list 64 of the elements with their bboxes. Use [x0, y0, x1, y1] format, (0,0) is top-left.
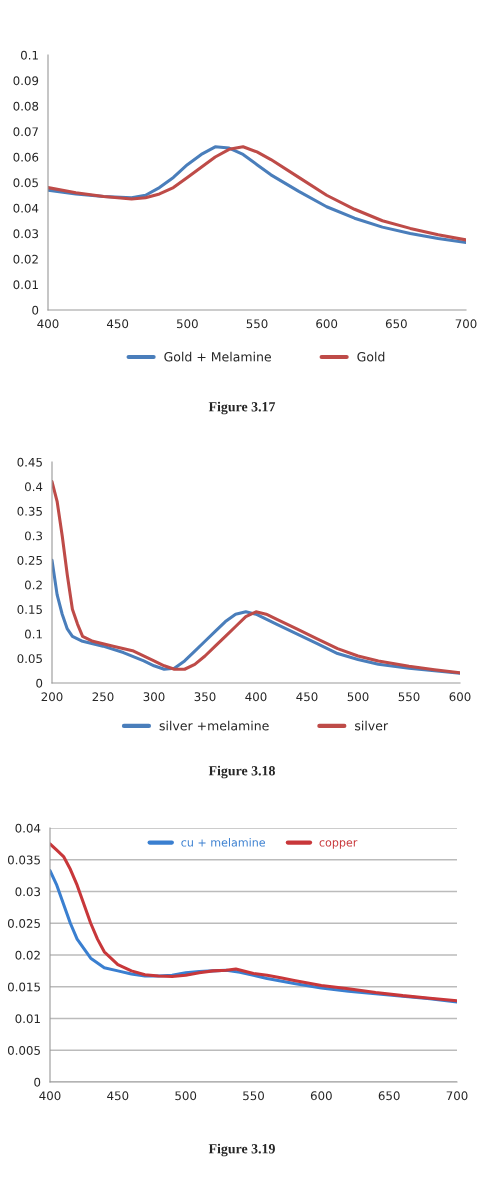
y-tick-label: 0.15	[17, 605, 42, 614]
y-tick-label: 0.04	[13, 203, 39, 213]
y-tick-label: 0.005	[7, 1045, 40, 1055]
x-tick-label: 550	[243, 1091, 264, 1101]
legend-label: silver	[355, 720, 389, 731]
y-tick-label: 0.015	[7, 982, 40, 992]
legend-label: cu + melamine	[181, 838, 266, 847]
x-tick-label: 650	[385, 319, 407, 329]
x-tick-label: 350	[194, 692, 216, 702]
x-tick-label: 500	[176, 319, 198, 329]
legend-label: copper	[319, 840, 358, 849]
x-tick-label: 400	[245, 692, 267, 702]
line-series	[52, 558, 460, 675]
x-tick-label: 250	[92, 692, 114, 702]
y-tick-label: 0.035	[7, 855, 40, 865]
x-tick-label: 700	[446, 1091, 468, 1101]
x-tick-label: 600	[316, 319, 338, 329]
y-tick-label: 0.05	[17, 654, 42, 664]
x-tick-label: 600	[310, 1091, 332, 1101]
x-tick-label: 500	[175, 1091, 197, 1101]
x-tick-label: 450	[296, 692, 318, 702]
x-tick-label: 700	[455, 319, 477, 329]
x-tick-label: 600	[449, 692, 471, 702]
y-tick-label: 0.02	[13, 254, 38, 264]
y-tick-label: 0.07	[13, 127, 38, 137]
x-tick-label: 550	[246, 319, 268, 329]
y-tick-label: 0	[36, 678, 43, 688]
x-tick-label: 500	[347, 692, 369, 702]
legend-label: silver +melamine	[159, 720, 269, 731]
x-tick-label: 400	[39, 1091, 61, 1101]
y-tick-label: 0.1	[24, 629, 42, 639]
y-tick-label: 0.45	[17, 457, 42, 467]
legend-label: Gold + Melamine	[164, 351, 271, 362]
y-tick-label: 0	[32, 305, 39, 315]
y-tick-label: 0.01	[13, 280, 38, 290]
y-tick-label: 0.4	[24, 482, 43, 492]
y-tick-label: 0.06	[13, 152, 39, 162]
x-tick-label: 300	[143, 692, 165, 702]
y-tick-label: 0.09	[13, 76, 39, 86]
y-tick-label: 0.025	[7, 918, 40, 928]
y-tick-label: 0.04	[15, 823, 41, 833]
y-tick-label: 0	[34, 1077, 41, 1087]
y-tick-label: 0.03	[15, 887, 41, 897]
x-tick-label: 450	[106, 319, 129, 329]
y-tick-label: 0.02	[15, 950, 40, 960]
caption: Figure 3.17	[208, 401, 276, 415]
legend-label: Gold	[357, 351, 385, 362]
y-tick-label: 0.08	[13, 101, 39, 111]
y-tick-label: 0.01	[15, 1014, 40, 1024]
x-tick-label: 450	[107, 1091, 129, 1101]
y-tick-label: 0.03	[13, 229, 39, 239]
x-tick-label: 650	[378, 1091, 400, 1101]
y-tick-label: 0.1	[20, 50, 38, 60]
y-tick-label: 0.2	[24, 580, 42, 590]
y-tick-label: 0.25	[17, 555, 42, 565]
y-tick-label: 0.3	[24, 531, 43, 541]
x-tick-label: 550	[398, 692, 420, 702]
y-tick-label: 0.05	[13, 178, 38, 188]
x-tick-label: 200	[41, 692, 63, 702]
caption: Figure 3.18	[208, 765, 275, 779]
y-tick-label: 0.35	[17, 506, 42, 516]
x-tick-label: 400	[37, 319, 59, 329]
line-series	[52, 480, 460, 675]
caption: Figure 3.19	[208, 1143, 275, 1157]
